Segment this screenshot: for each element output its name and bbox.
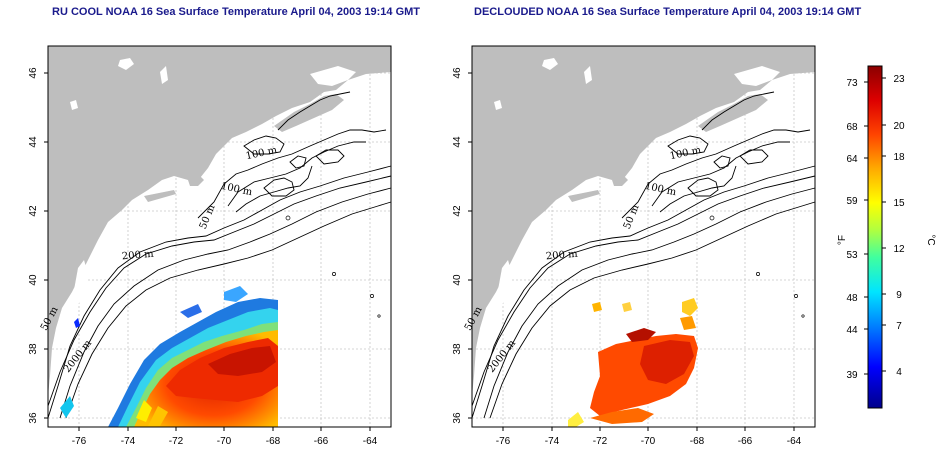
right-contour-label-c200: 200 m <box>545 249 578 263</box>
left-y-tick-label: 36 <box>28 412 39 424</box>
left-y-tick-label: 42 <box>28 205 39 217</box>
colorbar-f-tick-label: 48 <box>846 293 858 304</box>
left-x-tick-label: -64 <box>363 436 378 447</box>
colorbar-c-tick-label: 18 <box>893 152 905 163</box>
left-x-tick-label: -70 <box>217 436 232 447</box>
colorbar-c-tick-label: 9 <box>896 290 902 301</box>
left-x-tick-label: -68 <box>266 436 281 447</box>
left-y-tick-label: 44 <box>28 136 39 148</box>
left-x-tick-label: -76 <box>72 436 87 447</box>
right-map-panel <box>471 45 816 428</box>
right-y-tick-label: 44 <box>452 136 463 148</box>
right-y-tick-label: 40 <box>452 274 463 286</box>
right-sst-field <box>568 298 698 427</box>
left-y-tick-label: 38 <box>28 343 39 355</box>
left-y-tick-label: 40 <box>28 274 39 286</box>
right-x-tick-label: -72 <box>593 436 608 447</box>
colorbar <box>864 65 886 409</box>
colorbar-c-tick-label: 7 <box>896 321 902 332</box>
left-map-title: RU COOL NOAA 16 Sea Surface Temperature … <box>52 6 421 18</box>
colorbar-c-tick-label: 12 <box>893 244 905 255</box>
colorbar-c-tick-label: 15 <box>893 198 905 209</box>
colorbar-c-tick-label: 20 <box>893 121 905 132</box>
left-contour-label-c200: 200 m <box>121 249 154 263</box>
right-y-tick-label: 38 <box>452 343 463 355</box>
colorbar-celsius-label: °C <box>925 234 936 245</box>
left-y-tick-label: 46 <box>28 67 39 79</box>
left-x-tick-label: -66 <box>314 436 329 447</box>
colorbar-f-tick-label: 73 <box>846 78 858 89</box>
left-sst-field <box>60 286 278 427</box>
right-x-tick-label: -64 <box>787 436 802 447</box>
colorbar-f-tick-label: 39 <box>846 370 858 381</box>
right-x-tick-label: -68 <box>690 436 705 447</box>
right-x-tick-label: -70 <box>641 436 656 447</box>
right-x-tick-label: -66 <box>738 436 753 447</box>
right-y-tick-label: 42 <box>452 205 463 217</box>
colorbar-f-tick-label: 44 <box>846 325 858 336</box>
right-x-tick-label: -76 <box>496 436 511 447</box>
left-x-tick-label: -74 <box>121 436 136 447</box>
colorbar-f-tick-label: 64 <box>846 154 858 165</box>
right-map-title: DECLOUDED NOAA 16 Sea Surface Temperatur… <box>474 6 862 18</box>
left-map-panel <box>47 45 392 428</box>
left-x-tick-label: -72 <box>169 436 184 447</box>
right-x-tick-label: -74 <box>545 436 560 447</box>
colorbar-f-tick-label: 68 <box>846 122 858 133</box>
colorbar-gradient <box>867 65 883 409</box>
right-y-tick-label: 36 <box>452 412 463 424</box>
colorbar-c-tick-label: 23 <box>893 74 905 85</box>
colorbar-f-tick-label: 53 <box>846 250 858 261</box>
colorbar-f-tick-label: 59 <box>846 196 858 207</box>
colorbar-c-tick-label: 4 <box>896 367 902 378</box>
right-y-tick-label: 46 <box>452 67 463 79</box>
colorbar-fahrenheit-label: °F <box>837 235 848 245</box>
